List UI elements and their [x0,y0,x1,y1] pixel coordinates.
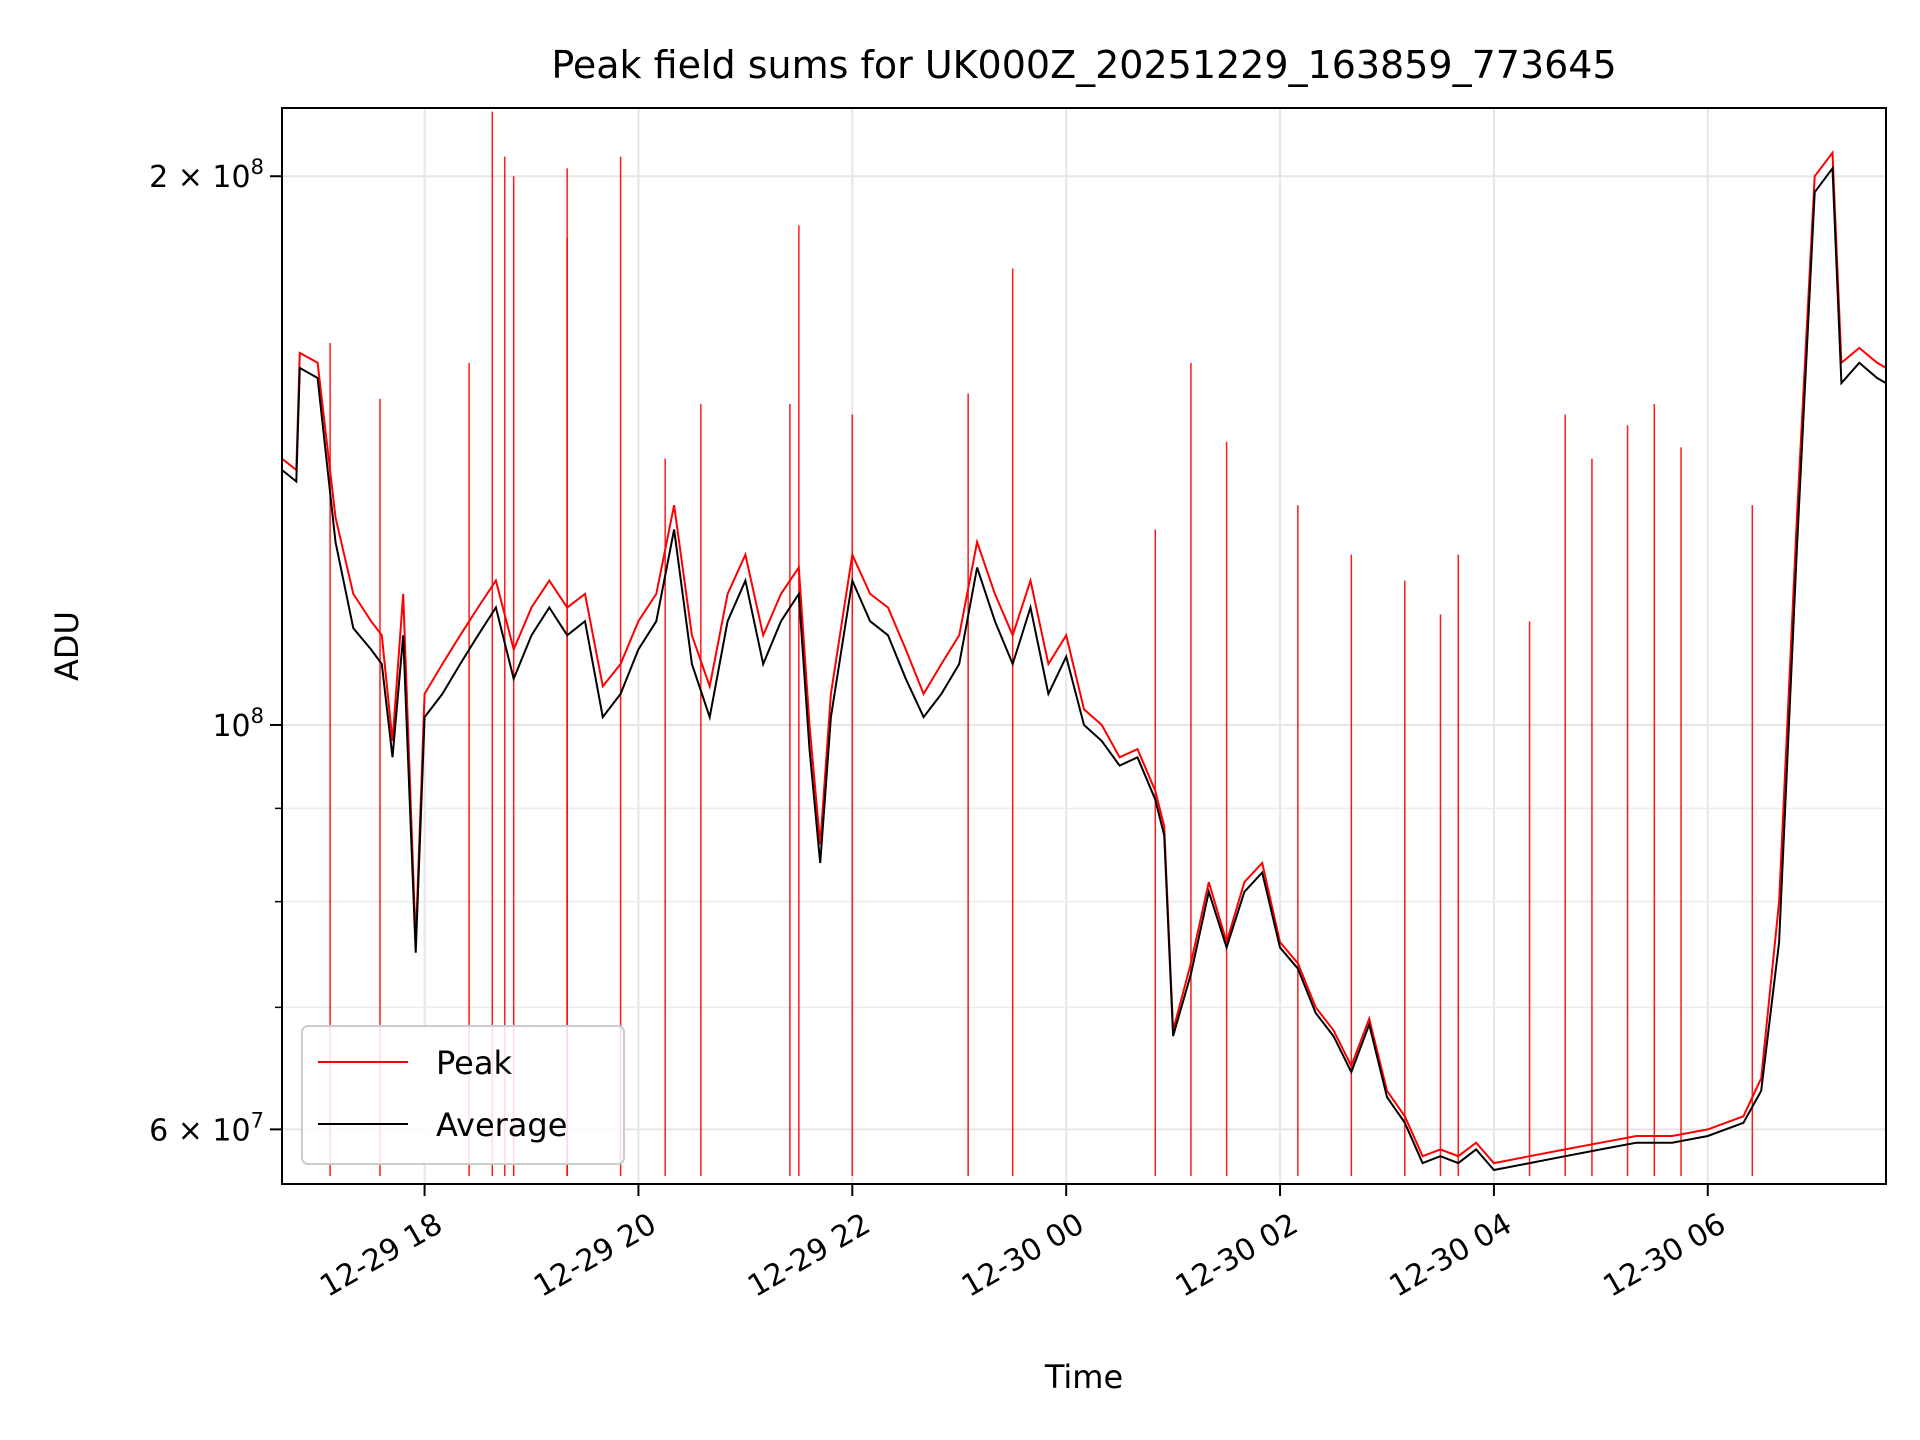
series-layer [281,111,1887,1176]
plot-frame [281,107,1887,1185]
series-line-average [281,165,1887,1172]
y-axis-label: ADU [48,611,86,681]
legend-label-average: Average [436,1106,567,1144]
legend-label-peak: Peak [436,1044,512,1082]
legend: Peak Average [301,1025,625,1165]
chart-title: Peak field sums for UK000Z_20251229_1638… [551,43,1616,87]
y-tick-label: 6 × 107 [149,1108,264,1148]
y-tick-label: 2 × 108 [149,155,264,195]
x-axis-label: Time [1044,1358,1123,1396]
y-tick-label: 108 [212,704,264,744]
grid [282,108,1886,1184]
legend-box [301,1025,625,1165]
